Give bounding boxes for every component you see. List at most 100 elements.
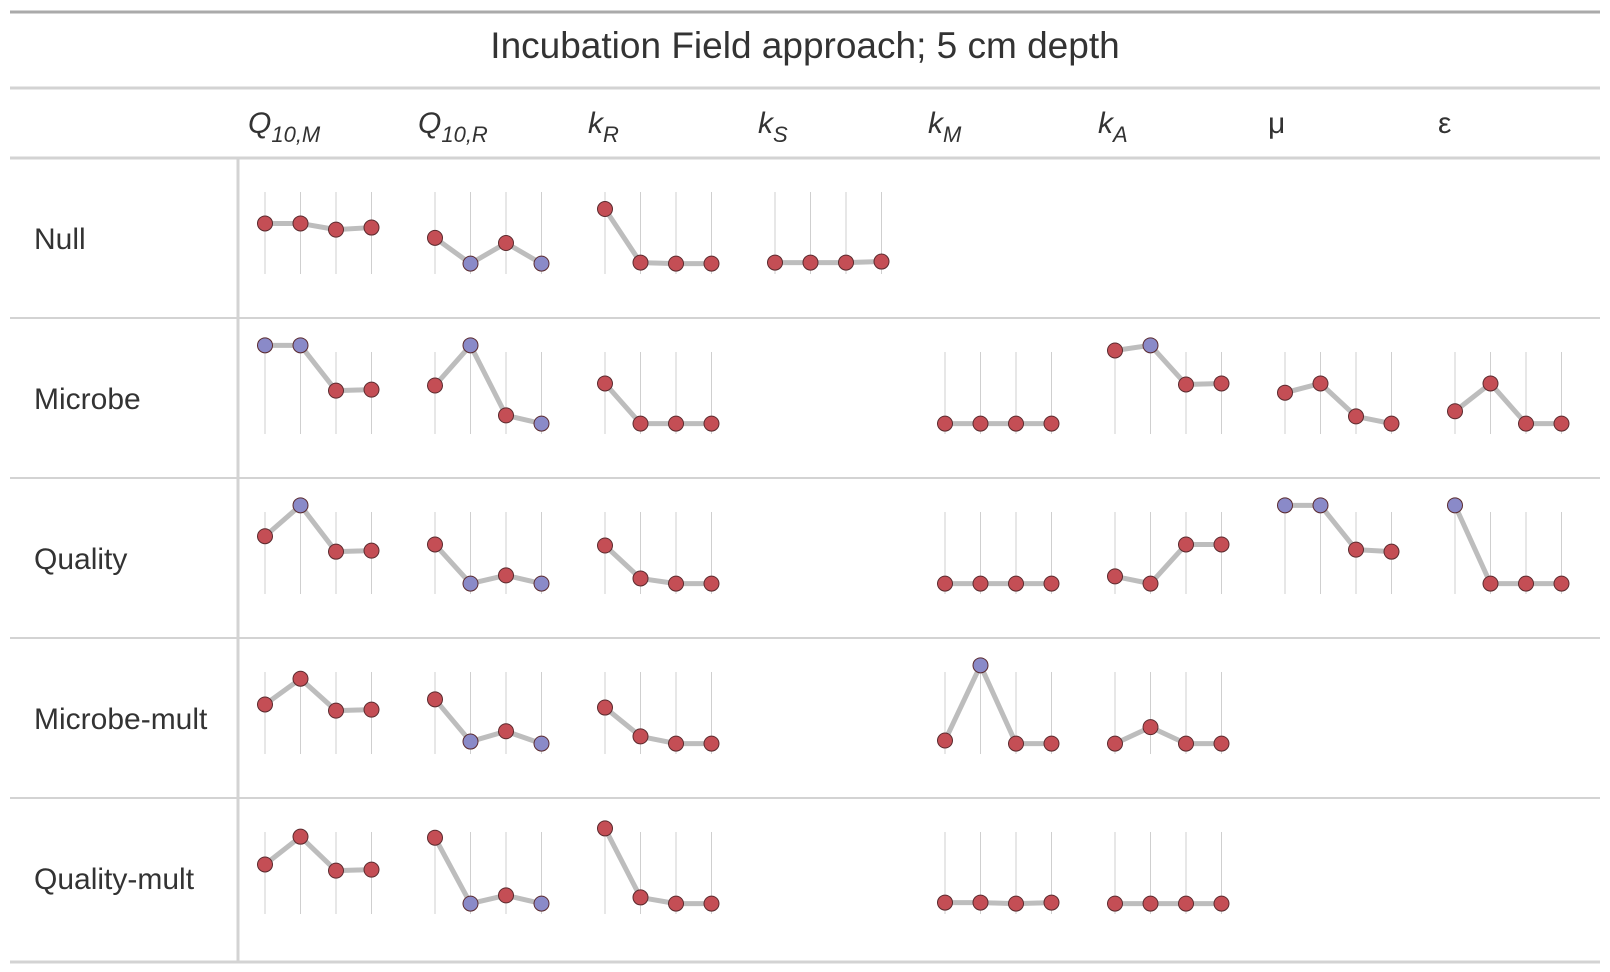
sparkline-point-red <box>668 895 684 912</box>
sparkline-point-red <box>767 254 783 271</box>
sparkline-point-blue <box>1447 497 1463 514</box>
sparkline-point-red <box>668 575 684 592</box>
column-header-ka: kA <box>1098 107 1128 147</box>
sparkline-point-blue <box>533 415 550 432</box>
sparkline-point-red <box>1213 895 1230 912</box>
sparkline-point-blue <box>533 735 550 752</box>
sparkline-point-red <box>363 542 380 559</box>
sparkline-quality-mu <box>1277 497 1400 594</box>
sparkline-point-red <box>498 235 514 252</box>
column-header-main: ε <box>1438 107 1451 140</box>
sparkline-point-red <box>1107 568 1123 585</box>
sparkline-point-red <box>328 702 344 719</box>
sparkline-microbe-ka <box>1107 337 1230 434</box>
column-header-main: k <box>1098 107 1115 140</box>
sparkline-point-red <box>328 543 344 560</box>
sparkline-quality-mult-km <box>937 832 1060 914</box>
sparkline-quality-mult-q10r <box>427 829 550 914</box>
sparkline-point-red <box>1312 375 1329 392</box>
sparkline-line <box>1112 342 1224 387</box>
sparkline-point-blue <box>462 895 479 912</box>
sparkline-quality-mult-kr <box>597 820 720 914</box>
sparkline-point-red <box>1107 895 1123 912</box>
sparkline-point-red <box>1107 342 1123 359</box>
sparkline-point-red <box>1008 575 1024 592</box>
sparkline-point-red <box>802 254 819 271</box>
sparkline-microbe-mu <box>1277 352 1400 434</box>
sparkline-point-red <box>363 381 380 398</box>
sparkline-point-red <box>363 701 380 718</box>
sparkline-point-red <box>257 215 273 232</box>
sparkline-point-red <box>1178 735 1194 752</box>
sparkline-line <box>602 380 714 427</box>
sparkline-point-red <box>1348 541 1364 558</box>
sparkline-point-blue <box>257 337 273 354</box>
column-header-subscript: S <box>773 122 788 147</box>
column-header-subscript: M <box>943 122 962 147</box>
column-header-mu: μ <box>1268 107 1285 140</box>
column-header-ks: kS <box>758 107 788 147</box>
sparkline-point-red <box>937 415 953 432</box>
sparkline-point-red <box>1107 735 1123 752</box>
column-header-main: k <box>758 107 775 140</box>
sparkline-line <box>262 342 374 394</box>
sparkline-line <box>1112 541 1224 587</box>
sparkline-microbe-kr <box>597 352 720 434</box>
sparkline-point-red <box>1553 415 1570 432</box>
sparkline-point-red <box>1383 415 1400 432</box>
column-header-subscript: 10,R <box>441 122 488 147</box>
sparkline-point-blue <box>533 575 550 592</box>
sparkline-point-red <box>873 253 890 270</box>
sparkline-point-red <box>1518 415 1534 432</box>
sparkline-point-red <box>1178 376 1194 393</box>
sparkline-point-red <box>427 229 443 246</box>
sparkline-point-red <box>1213 536 1230 553</box>
sparkline-point-red <box>1482 575 1499 592</box>
sparkline-point-red <box>668 415 684 432</box>
sparkline-point-red <box>597 820 613 837</box>
sparkline-point-red <box>632 254 649 271</box>
sparkline-point-red <box>1043 735 1060 752</box>
column-header-main: Q <box>418 107 441 140</box>
sparkline-point-red <box>972 415 989 432</box>
sparkline-null-q10m <box>257 192 380 274</box>
sparkline-microbe-eps <box>1447 352 1570 434</box>
sparkline-point-blue <box>462 255 479 272</box>
sparkline-point-red <box>597 537 613 554</box>
sparkline-point-red <box>363 861 380 878</box>
sparkline-microbe-mult-km <box>937 657 1060 754</box>
sparkline-point-red <box>937 732 953 749</box>
sparkline-point-red <box>498 407 514 424</box>
sparkline-point-blue <box>1277 497 1293 514</box>
sparkline-point-red <box>972 575 989 592</box>
sparkline-microbe-q10m <box>257 337 380 434</box>
column-header-km: kM <box>928 107 962 147</box>
sparkline-point-red <box>1213 375 1230 392</box>
sparkline-point-red <box>427 691 443 708</box>
column-header-eps: ε <box>1438 107 1451 140</box>
sparkline-point-red <box>1178 536 1194 553</box>
sparkline-point-blue <box>292 337 309 354</box>
column-header-q10m: Q10,M <box>248 107 321 147</box>
row-label-null: Null <box>34 223 86 256</box>
sparkline-point-red <box>703 255 720 272</box>
sparkline-line <box>432 696 544 747</box>
sparkline-point-red <box>972 894 989 911</box>
row-label-microbe: Microbe <box>34 383 141 416</box>
sparkline-microbe-mult-kr <box>597 672 720 754</box>
sparkline-point-red <box>838 254 854 271</box>
sparkline-quality-kr <box>597 512 720 594</box>
sparkline-line <box>1452 502 1564 587</box>
sparkline-line <box>602 705 714 747</box>
sparkline-point-red <box>1213 735 1230 752</box>
sparkline-point-red <box>363 219 380 236</box>
column-header-main: Q <box>248 107 271 140</box>
sparkline-point-red <box>257 856 273 873</box>
sparkline-point-red <box>703 895 720 912</box>
sparkline-point-blue <box>533 895 550 912</box>
sparkline-point-red <box>498 887 514 904</box>
sparkline-point-red <box>1383 543 1400 560</box>
sparkline-point-blue <box>462 733 479 750</box>
sparkline-cells <box>257 192 1570 914</box>
